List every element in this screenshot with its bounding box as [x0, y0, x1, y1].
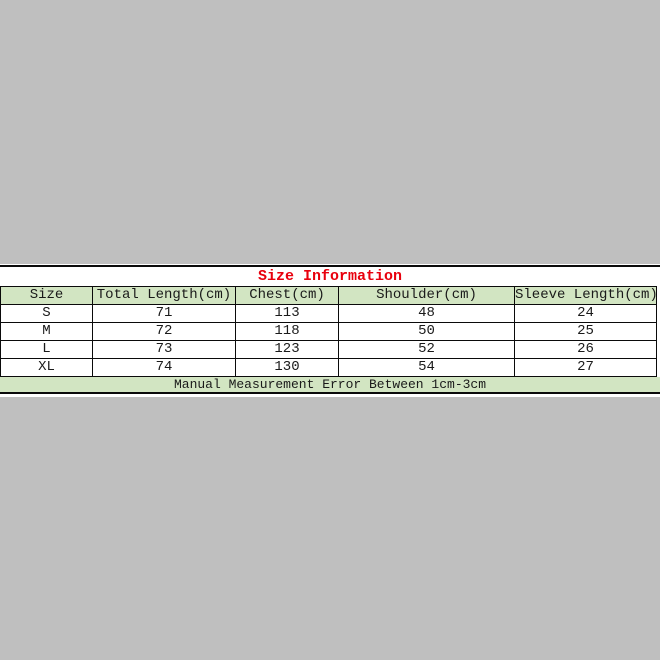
measurement-note: Manual Measurement Error Between 1cm-3cm — [0, 377, 660, 392]
table-row-m: M 72 118 50 25 — [0, 322, 657, 341]
cell-chest: 123 — [235, 340, 339, 359]
cell-total-length: 71 — [92, 304, 236, 323]
cell-shoulder: 52 — [338, 340, 515, 359]
cell-total-length: 74 — [92, 358, 236, 377]
header-cell-chest: Chest(cm) — [235, 286, 339, 305]
cell-size-label: XL — [0, 358, 93, 377]
header-cell-sleeve-length: Sleeve Length(cm) — [514, 286, 657, 305]
header-cell-size: Size — [0, 286, 93, 305]
cell-shoulder: 54 — [338, 358, 515, 377]
cell-sleeve-length: 27 — [514, 358, 657, 377]
table-row-s: S 71 113 48 24 — [0, 304, 657, 323]
bottom-rule — [0, 392, 660, 394]
size-information-panel: Size Information Size Total Length(cm) C… — [0, 264, 660, 397]
top-rule — [0, 265, 660, 267]
cell-shoulder: 50 — [338, 322, 515, 341]
cell-total-length: 72 — [92, 322, 236, 341]
cell-chest: 113 — [235, 304, 339, 323]
size-table-title: Size Information — [257, 268, 403, 285]
table-row-xl: XL 74 130 54 27 — [0, 358, 657, 377]
cell-size-label: L — [0, 340, 93, 359]
cell-size-label: S — [0, 304, 93, 323]
cell-sleeve-length: 24 — [514, 304, 657, 323]
cell-total-length: 73 — [92, 340, 236, 359]
header-cell-shoulder: Shoulder(cm) — [338, 286, 515, 305]
header-cell-total-length: Total Length(cm) — [92, 286, 236, 305]
cell-chest: 130 — [235, 358, 339, 377]
size-table: Size Total Length(cm) Chest(cm) Shoulder… — [0, 286, 657, 377]
cell-chest: 118 — [235, 322, 339, 341]
table-row-l: L 73 123 52 26 — [0, 340, 657, 359]
size-table-header-row: Size Total Length(cm) Chest(cm) Shoulder… — [0, 286, 657, 305]
cell-sleeve-length: 26 — [514, 340, 657, 359]
cell-shoulder: 48 — [338, 304, 515, 323]
cell-size-label: M — [0, 322, 93, 341]
cell-sleeve-length: 25 — [514, 322, 657, 341]
